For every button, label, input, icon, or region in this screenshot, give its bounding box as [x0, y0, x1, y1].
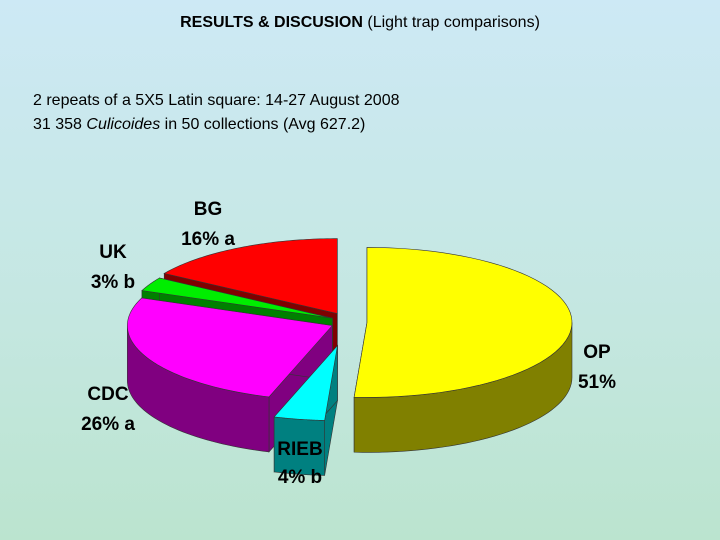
title-note: (Light trap comparisons) — [367, 14, 540, 31]
subtitle-line: 2 repeats of a 5X5 Latin square: 14-27 A… — [33, 92, 400, 109]
value-label: 51% — [578, 372, 616, 393]
slice — [127, 297, 333, 398]
subtitle-part: 31 358 — [33, 116, 87, 133]
value-label: 16% a — [181, 229, 235, 250]
slice-label: UK — [99, 242, 127, 263]
title-main: RESULTS & DISCUSION — [180, 14, 363, 31]
slice — [163, 238, 338, 314]
subtitle-part: in 50 collections (Avg 627.2) — [160, 116, 366, 133]
value-label: 4% b — [278, 467, 322, 488]
slice — [141, 277, 333, 319]
slice — [273, 344, 338, 421]
value-label: 3% b — [91, 272, 135, 293]
slice-label: RIEB — [277, 439, 322, 460]
subtitle-line: 31 358 Culicoides in 50 collections (Avg… — [33, 116, 365, 134]
slice-label: CDC — [87, 384, 128, 405]
title: RESULTS & DISCUSION (Light trap comparis… — [0, 14, 720, 32]
slice — [353, 247, 573, 398]
slice-label: BG — [194, 199, 223, 220]
slice-label: OP — [583, 342, 611, 363]
subtitle-italic: Culicoides — [86, 116, 161, 133]
value-label: 26% a — [81, 414, 135, 435]
